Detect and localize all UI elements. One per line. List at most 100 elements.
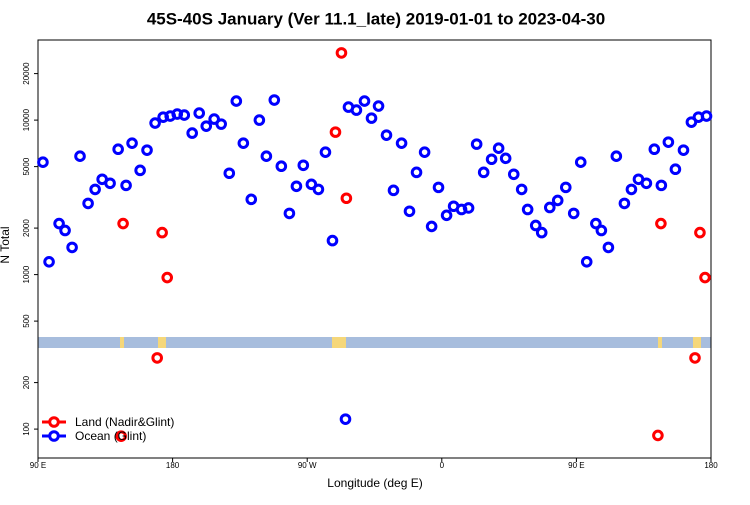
- land-strip: [120, 337, 124, 348]
- point: [477, 166, 490, 179]
- point: [655, 179, 668, 192]
- point: [326, 234, 339, 247]
- point: [648, 143, 661, 156]
- y-tick-label: 10000: [22, 108, 31, 131]
- point: [141, 144, 153, 156]
- point: [610, 150, 623, 162]
- point: [625, 183, 638, 196]
- point: [340, 192, 353, 205]
- point: [470, 138, 483, 150]
- point: [640, 177, 653, 190]
- land-strip: [158, 337, 166, 348]
- point: [499, 152, 512, 165]
- point: [655, 217, 667, 230]
- point: [237, 137, 250, 149]
- point: [178, 109, 191, 121]
- point: [395, 137, 408, 149]
- point: [268, 94, 281, 106]
- point: [149, 117, 161, 129]
- point: [253, 114, 266, 126]
- point: [260, 150, 273, 162]
- point: [43, 256, 55, 268]
- plot-frame: [37, 39, 712, 459]
- point: [432, 181, 445, 194]
- point: [590, 217, 602, 230]
- point: [230, 95, 243, 107]
- point: [358, 95, 371, 107]
- y-tick-label: 1000: [22, 265, 31, 283]
- point: [66, 241, 78, 254]
- point: [59, 224, 71, 237]
- x-tick-label: 180: [704, 461, 718, 470]
- point: [462, 202, 475, 214]
- land-strip: [693, 337, 701, 348]
- point: [694, 226, 706, 239]
- point: [595, 224, 608, 237]
- point: [156, 226, 168, 239]
- y-axis-title: N Total: [0, 226, 12, 263]
- point: [161, 271, 174, 284]
- point: [669, 163, 682, 176]
- legend-label: Ocean (Glint): [75, 429, 146, 443]
- land-strip: [658, 337, 662, 348]
- point: [37, 156, 49, 169]
- point: [104, 177, 116, 190]
- point: [350, 104, 363, 116]
- point: [492, 142, 505, 154]
- point: [602, 241, 615, 254]
- point: [652, 429, 664, 442]
- legend-marker: [48, 430, 60, 442]
- x-tick-label: 90 W: [298, 461, 317, 470]
- point: [193, 107, 206, 119]
- point: [372, 100, 385, 112]
- point: [200, 120, 213, 132]
- x-tick-label: 180: [166, 461, 180, 470]
- point: [580, 256, 593, 268]
- point: [335, 47, 348, 59]
- point: [134, 164, 146, 177]
- legend-marker: [48, 416, 60, 428]
- point: [521, 203, 534, 216]
- point: [418, 146, 431, 158]
- point: [53, 217, 65, 230]
- point: [440, 209, 453, 222]
- point: [689, 352, 701, 364]
- point: [223, 167, 236, 180]
- point: [120, 179, 132, 192]
- y-tick-label: 2000: [22, 219, 31, 237]
- point: [507, 168, 520, 181]
- point: [535, 226, 548, 239]
- point: [485, 153, 498, 166]
- point: [543, 201, 556, 214]
- point: [515, 183, 528, 196]
- point: [387, 184, 400, 197]
- y-tick-label: 20000: [22, 62, 31, 85]
- mask-strip: [38, 337, 711, 348]
- point: [186, 127, 198, 139]
- point: [312, 183, 325, 196]
- point: [380, 129, 393, 141]
- point: [74, 150, 86, 162]
- x-axis-title: Longitude (deg E): [327, 476, 422, 490]
- point: [339, 413, 352, 425]
- x-tick-label: 0: [440, 461, 445, 470]
- point: [215, 118, 228, 130]
- point: [126, 137, 138, 149]
- point: [82, 197, 94, 210]
- point: [410, 166, 423, 179]
- point: [245, 193, 258, 206]
- land-strip: [332, 337, 346, 348]
- point: [297, 159, 310, 172]
- point: [700, 110, 713, 122]
- legend-label: Land (Nadir&Glint): [75, 415, 174, 429]
- ocean-strip: [38, 337, 711, 348]
- point: [403, 205, 416, 218]
- point: [662, 136, 675, 148]
- x-tick-label: 90 E: [30, 461, 46, 470]
- y-tick-label: 100: [22, 422, 31, 436]
- point: [677, 144, 690, 156]
- point: [290, 180, 303, 193]
- point: [275, 160, 288, 173]
